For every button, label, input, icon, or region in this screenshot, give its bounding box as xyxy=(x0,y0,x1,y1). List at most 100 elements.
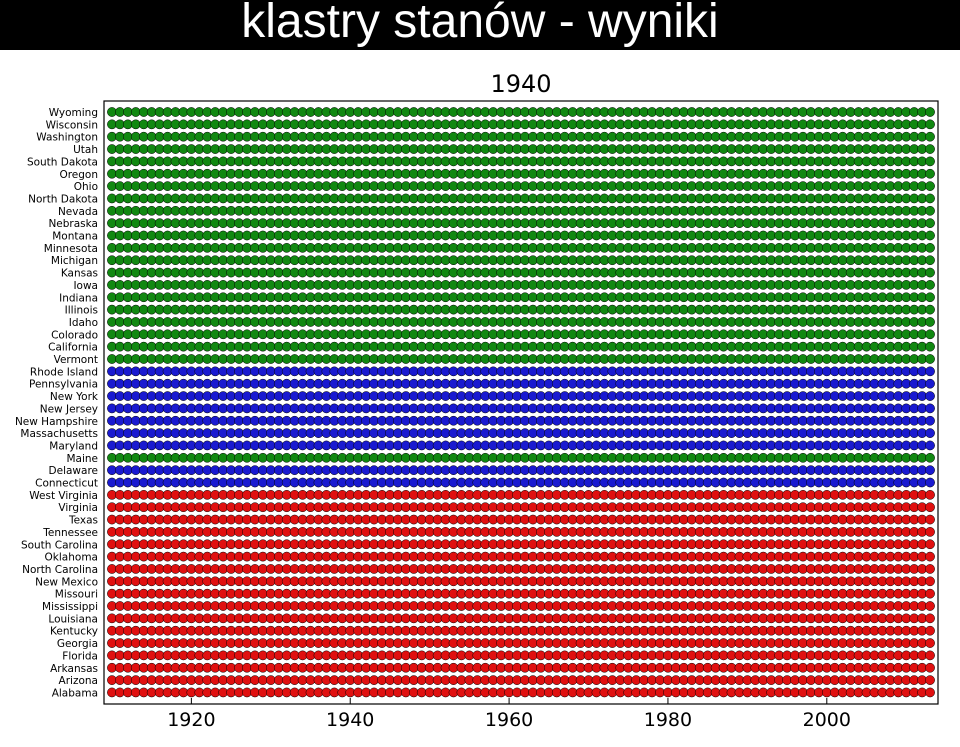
state-label: Idaho xyxy=(69,317,98,329)
cluster-dot xyxy=(925,441,934,450)
state-label: Texas xyxy=(68,515,98,527)
cluster-dot xyxy=(925,305,934,314)
cluster-dot xyxy=(925,651,934,660)
cluster-dot xyxy=(925,182,934,191)
slide-title: klastry stanów - wyniki xyxy=(0,0,960,50)
cluster-dot-chart: 1940 WyomingWisconsinWashingtonUtahSouth… xyxy=(0,50,960,742)
cluster-dot xyxy=(925,354,934,363)
state-label: Wyoming xyxy=(49,107,98,119)
cluster-dot xyxy=(925,503,934,512)
state-label: Illinois xyxy=(65,305,98,317)
state-label: Connecticut xyxy=(35,478,98,490)
state-label: Arkansas xyxy=(50,663,98,675)
cluster-dot xyxy=(925,379,934,388)
state-label: Wisconsin xyxy=(46,119,98,131)
state-label: Ohio xyxy=(74,181,98,193)
x-tick-label: 1960 xyxy=(485,709,533,731)
state-label: New York xyxy=(50,391,99,403)
cluster-dot xyxy=(925,231,934,240)
cluster-dot xyxy=(925,638,934,647)
state-label: Oregon xyxy=(59,169,98,181)
cluster-dot xyxy=(925,676,934,685)
cluster-dot xyxy=(925,268,934,277)
cluster-dot xyxy=(925,478,934,487)
state-label: New Jersey xyxy=(40,403,98,415)
cluster-dot xyxy=(925,626,934,635)
cluster-dot xyxy=(925,317,934,326)
cluster-dot xyxy=(925,404,934,413)
cluster-dot xyxy=(925,391,934,400)
state-label: Kentucky xyxy=(50,626,98,638)
state-label: Colorado xyxy=(51,329,98,341)
state-label: Pennsylvania xyxy=(29,379,98,391)
state-label: Maine xyxy=(66,453,98,465)
cluster-dot xyxy=(925,416,934,425)
cluster-dot xyxy=(925,330,934,339)
state-label: Maryland xyxy=(49,440,98,452)
cluster-dot xyxy=(925,453,934,462)
cluster-dot xyxy=(925,515,934,524)
cluster-dot xyxy=(925,206,934,215)
cluster-dot xyxy=(925,577,934,586)
cluster-dot xyxy=(925,552,934,561)
state-label: Utah xyxy=(73,144,98,156)
cluster-dot xyxy=(925,169,934,178)
state-label: California xyxy=(48,342,98,354)
cluster-dot xyxy=(925,342,934,351)
state-label: West Virginia xyxy=(29,490,98,502)
cluster-dot xyxy=(925,219,934,228)
cluster-dot xyxy=(925,614,934,623)
slide-title-bar: klastry stanów - wyniki xyxy=(0,0,960,50)
state-label: Arizona xyxy=(59,675,98,687)
cluster-dot xyxy=(925,243,934,252)
state-label: Georgia xyxy=(57,638,98,650)
state-label: Massachusetts xyxy=(20,428,98,440)
state-label: Rhode Island xyxy=(30,366,98,378)
x-axis-ticks: 1920 1940 1960 1980 2000 xyxy=(167,698,851,731)
state-label: Michigan xyxy=(51,255,98,267)
cluster-dot xyxy=(925,466,934,475)
cluster-dot xyxy=(925,564,934,573)
x-tick-label: 1980 xyxy=(644,709,692,731)
cluster-dots xyxy=(107,107,934,697)
state-label: Montana xyxy=(52,231,98,243)
cluster-dot xyxy=(925,540,934,549)
state-label: New Mexico xyxy=(35,576,98,588)
cluster-dot xyxy=(925,490,934,499)
state-label: Alabama xyxy=(52,687,98,699)
x-tick-label: 2000 xyxy=(803,709,851,731)
cluster-dot xyxy=(925,280,934,289)
cluster-dot xyxy=(925,107,934,116)
state-label: Oklahoma xyxy=(45,552,98,564)
state-label: Vermont xyxy=(54,354,98,366)
cluster-dot xyxy=(925,589,934,598)
cluster-dot xyxy=(925,429,934,438)
x-tick-label: 1920 xyxy=(167,709,215,731)
cluster-dot xyxy=(925,132,934,141)
cluster-dot xyxy=(925,157,934,166)
cluster-dot xyxy=(925,144,934,153)
state-label: Louisiana xyxy=(48,613,98,625)
cluster-dot xyxy=(925,663,934,672)
state-label: New Hampshire xyxy=(15,416,98,428)
x-tick-label: 1940 xyxy=(326,709,374,731)
state-label: Kansas xyxy=(61,268,98,280)
cluster-dot xyxy=(925,527,934,536)
state-label: Washington xyxy=(36,132,98,144)
state-label: Indiana xyxy=(59,292,98,304)
state-label: North Carolina xyxy=(22,564,98,576)
state-label: Delaware xyxy=(49,465,98,477)
state-label: South Carolina xyxy=(21,539,98,551)
state-label: Minnesota xyxy=(44,243,98,255)
cluster-dot xyxy=(925,256,934,265)
state-label: Missouri xyxy=(55,589,98,601)
state-label: North Dakota xyxy=(28,193,98,205)
state-label: Virginia xyxy=(58,502,98,514)
chart-title: 1940 xyxy=(490,70,551,98)
plot-frame xyxy=(104,101,938,704)
cluster-dot xyxy=(925,120,934,129)
state-label: South Dakota xyxy=(27,156,98,168)
state-label: Florida xyxy=(62,650,98,662)
